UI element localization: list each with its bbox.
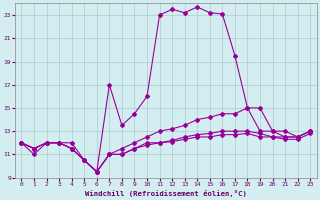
X-axis label: Windchill (Refroidissement éolien,°C): Windchill (Refroidissement éolien,°C) (85, 190, 247, 197)
